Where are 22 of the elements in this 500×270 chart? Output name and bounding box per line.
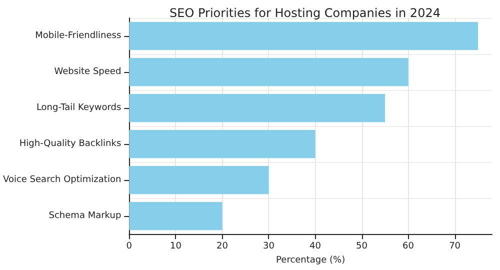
x-axis-title: Percentage (%): [276, 256, 346, 266]
bar: [129, 130, 316, 158]
y-tick-label: Website Speed: [54, 67, 122, 78]
y-tick-label: Long-Tail Keywords: [36, 103, 122, 114]
x-tick-label: 20: [216, 242, 228, 252]
y-tick-label: Schema Markup: [48, 211, 122, 222]
x-tick-label: 10: [170, 242, 182, 252]
x-tick-label: 60: [402, 242, 414, 252]
x-tick-label: 40: [310, 242, 322, 252]
bar: [129, 22, 478, 50]
y-tick-label: Mobile-Friendliness: [35, 31, 122, 42]
y-tick-label: Voice Search Optimization: [2, 175, 122, 186]
bar: [129, 166, 269, 194]
chart-title: SEO Priorities for Hosting Companies in 2024: [170, 6, 440, 20]
x-tick-label: 70: [449, 242, 461, 252]
y-tick-label: High-Quality Backlinks: [19, 139, 122, 150]
x-tick-label: 50: [356, 242, 368, 252]
x-tick-label: 0: [126, 242, 132, 252]
bar: [129, 58, 408, 86]
bar: [129, 94, 386, 122]
bar: [129, 202, 222, 230]
x-tick-label: 30: [262, 242, 275, 252]
